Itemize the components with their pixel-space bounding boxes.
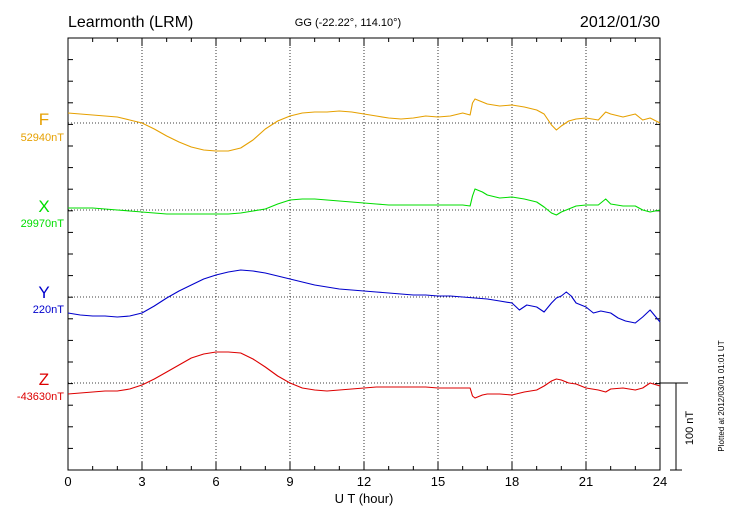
series-name-X: X xyxy=(38,197,49,216)
plot-area xyxy=(67,37,661,471)
series-baseline-X: 29970nT xyxy=(21,218,65,230)
x-tick-label-9: 9 xyxy=(286,474,293,489)
series-name-F: F xyxy=(39,110,49,129)
x-axis-label: U T (hour) xyxy=(335,491,394,506)
series-name-Y: Y xyxy=(38,283,49,302)
series-line-Y xyxy=(67,269,661,324)
x-tick-label-21: 21 xyxy=(579,474,593,489)
series-line-F xyxy=(67,98,661,152)
chart-subtitle: GG (-22.22°, 114.10°) xyxy=(295,17,401,29)
scale-bar-label: 100 nT xyxy=(684,411,696,446)
series-group xyxy=(67,98,661,399)
series-baseline-F: 52940nT xyxy=(21,132,65,144)
series-line-X xyxy=(68,188,661,216)
x-tick-label-24: 24 xyxy=(653,474,667,489)
x-tick-label-18: 18 xyxy=(505,474,519,489)
series-labels: F 52940nT X 29970nT Y 220nT Z -43630nT xyxy=(17,110,64,403)
series-name-Z: Z xyxy=(39,370,49,389)
x-tick-label-0: 0 xyxy=(64,474,71,489)
x-tick-label-15: 15 xyxy=(431,474,445,489)
chart-title: Learmonth (LRM) xyxy=(68,14,193,31)
plotted-timestamp: Plotted at 2012/03/01 01:01 UT xyxy=(717,340,726,451)
grid-lines xyxy=(141,38,587,470)
x-tick-label-3: 3 xyxy=(138,474,145,489)
scale-bar: 100 nT xyxy=(660,382,696,471)
chart-date: 2012/01/30 xyxy=(580,14,660,31)
x-tick-label-12: 12 xyxy=(357,474,371,489)
series-baseline-Y: 220nT xyxy=(33,304,64,316)
x-tick-label-6: 6 xyxy=(212,474,219,489)
series-line-Z xyxy=(67,351,661,399)
series-baseline-Z: -43630nT xyxy=(17,391,64,403)
x-tick-labels: 0 3 6 9 12 15 18 21 24 xyxy=(64,474,667,489)
